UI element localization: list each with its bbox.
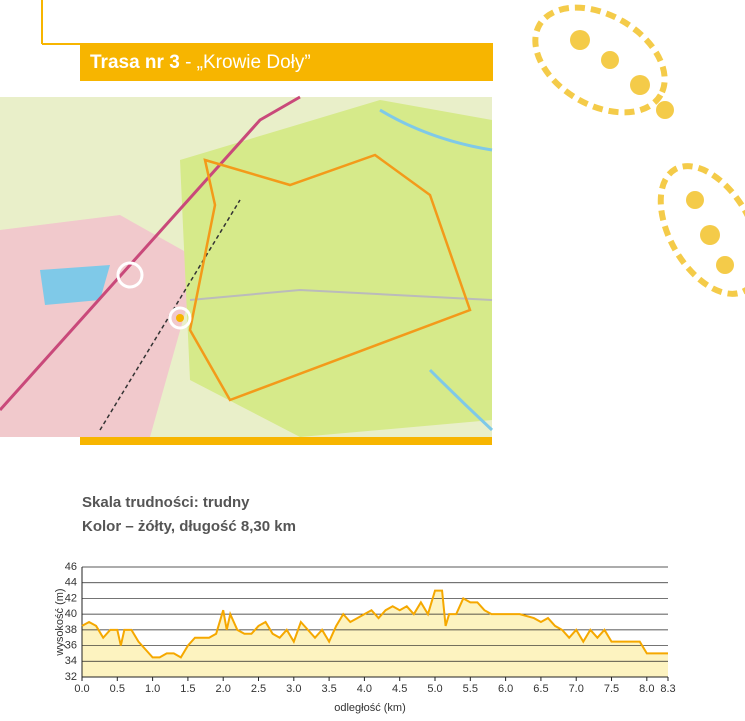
title-bar: Trasa nr 3 - „Krowie Doły” bbox=[80, 45, 493, 81]
route-name: - „Krowie Doły” bbox=[185, 52, 311, 73]
area-fill bbox=[82, 590, 668, 677]
y-tick-label: 40 bbox=[65, 608, 77, 620]
elevation-line bbox=[81, 589, 668, 659]
x-tick-label: 0.5 bbox=[110, 683, 125, 695]
x-tick-label: 1.0 bbox=[145, 683, 160, 695]
color-length: Kolor – żółty, długość 8,30 km bbox=[82, 518, 296, 535]
x-tick-label: 4.5 bbox=[392, 683, 407, 695]
x-tick-label: 4.0 bbox=[357, 683, 372, 695]
x-tick-label: 2.0 bbox=[216, 683, 231, 695]
y-tick-label: 46 bbox=[65, 561, 77, 573]
y-tick-label: 34 bbox=[65, 655, 77, 667]
y-tick-label: 32 bbox=[65, 671, 77, 683]
y-tick-label: 42 bbox=[65, 592, 77, 604]
x-tick-label: 6.5 bbox=[533, 683, 548, 695]
x-tick-label: 5.0 bbox=[427, 683, 442, 695]
y-tick-label: 38 bbox=[65, 624, 77, 636]
x-tick-label: 0.0 bbox=[74, 683, 89, 695]
x-axis-label: odległość (km) bbox=[334, 702, 406, 714]
x-tick-label: 7.5 bbox=[604, 683, 619, 695]
route-number: Trasa nr 3 bbox=[90, 52, 180, 73]
y-tick-label: 44 bbox=[65, 577, 77, 589]
x-tick-label: 3.0 bbox=[286, 683, 301, 695]
y-tick-label: 36 bbox=[65, 639, 77, 651]
x-tick-label: 2.5 bbox=[251, 683, 266, 695]
map bbox=[0, 95, 494, 437]
x-tick-label: 8.0 bbox=[639, 683, 654, 695]
x-tick-label: 6.0 bbox=[498, 683, 513, 695]
x-tick-label: 5.5 bbox=[463, 683, 478, 695]
y-axis-label: wysokość (m) bbox=[54, 588, 66, 656]
difficulty: Skala trudności: trudny bbox=[82, 494, 250, 511]
x-tick-label: 3.5 bbox=[321, 683, 336, 695]
x-tick-label: 7.0 bbox=[569, 683, 584, 695]
x-tick-label: 8.3 bbox=[660, 683, 675, 695]
x-tick-label: 1.5 bbox=[180, 683, 195, 695]
